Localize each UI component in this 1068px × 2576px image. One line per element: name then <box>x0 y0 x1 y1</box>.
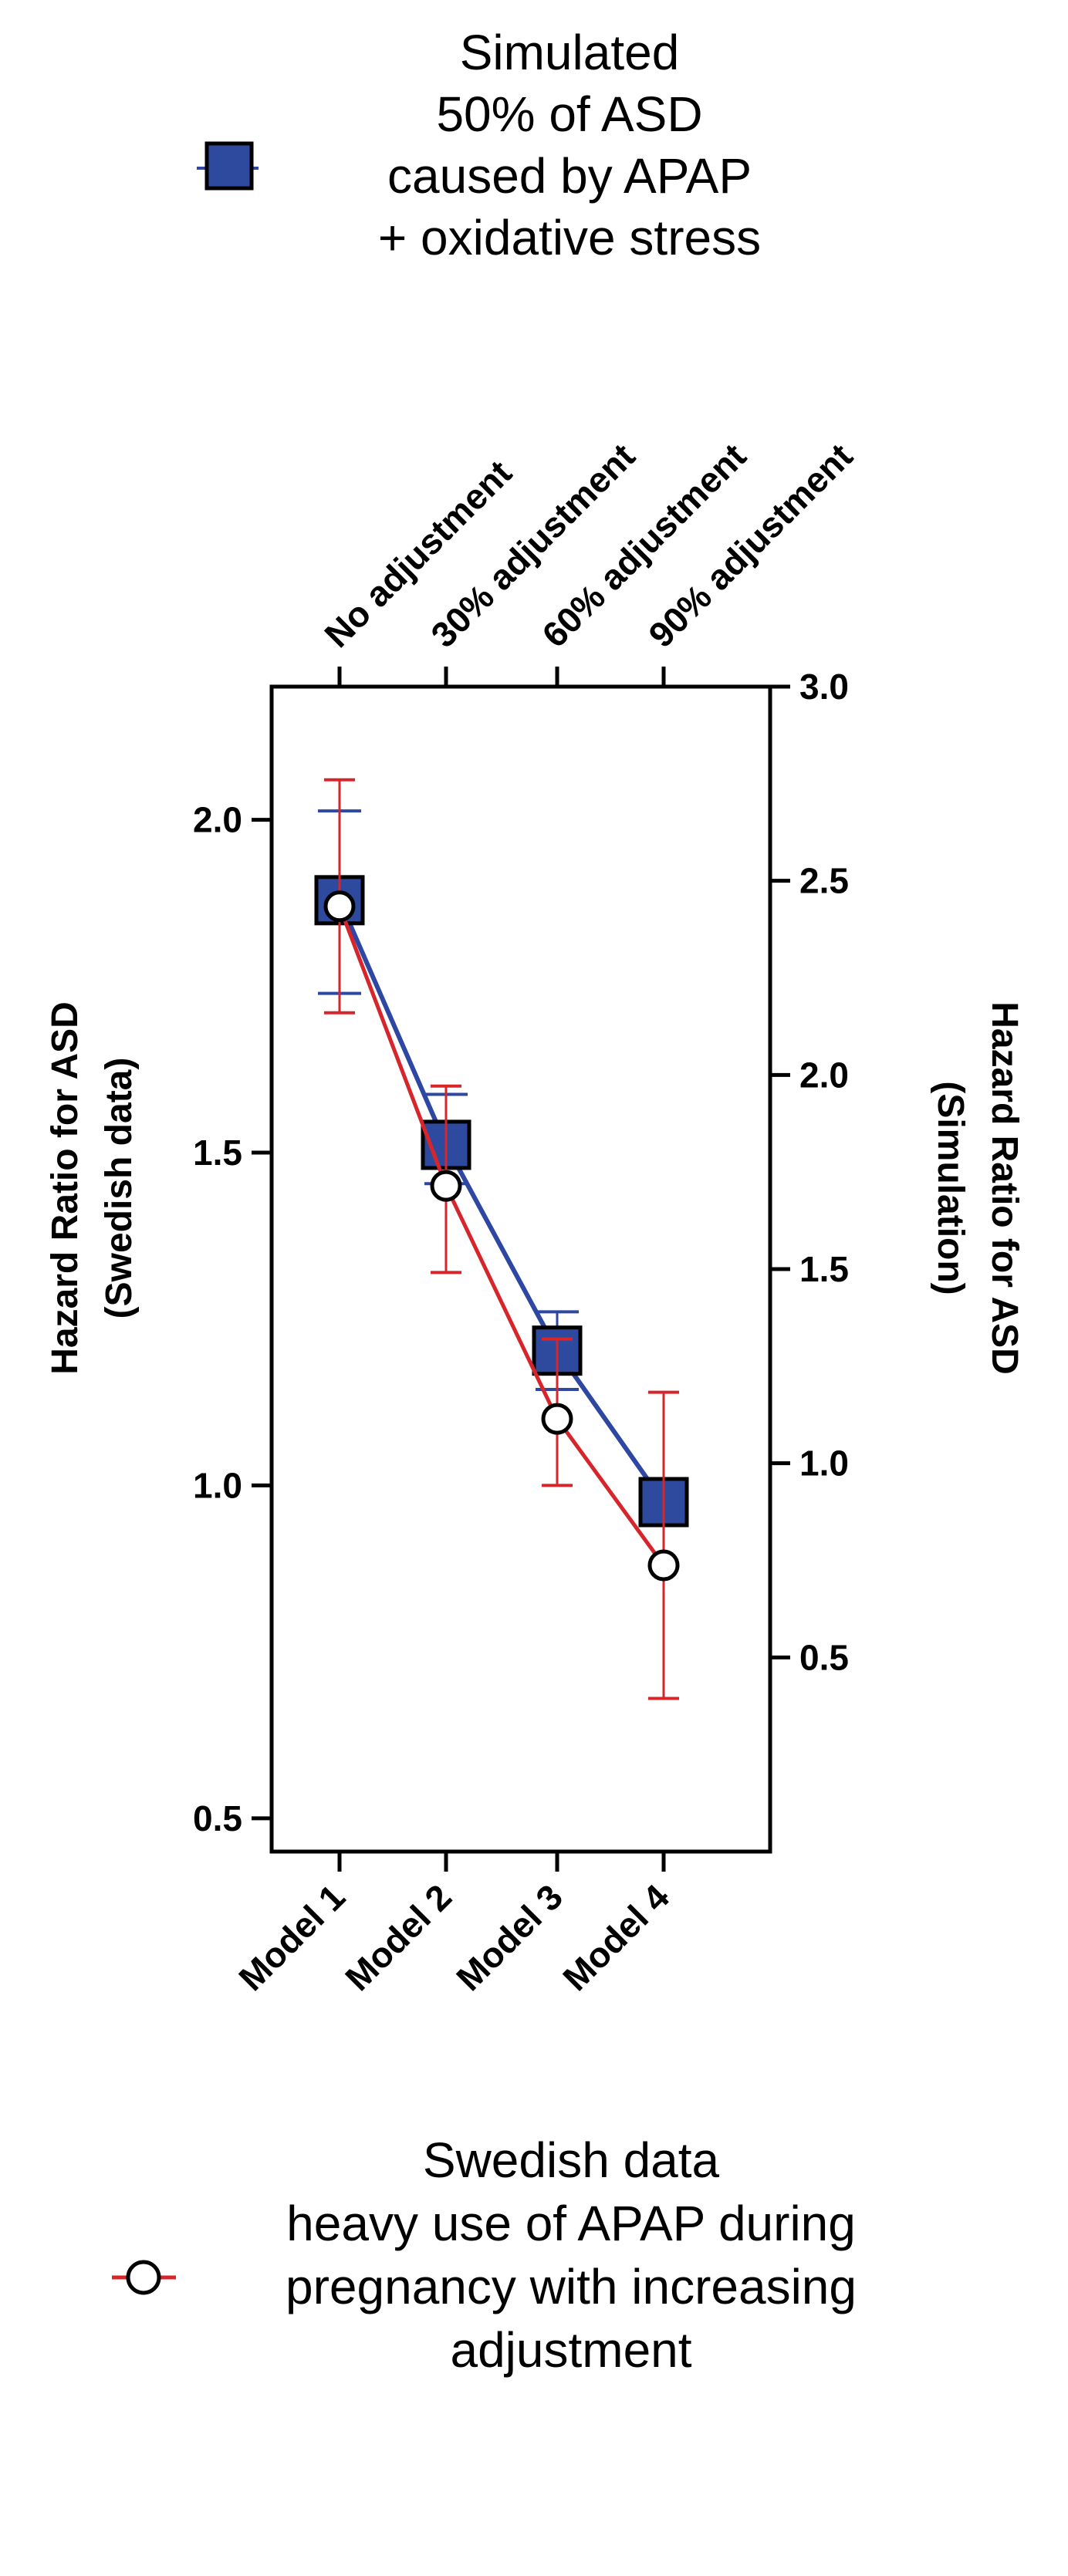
legend-swedish-marker <box>126 2260 161 2295</box>
legend-simulated: Simulated 50% of ASD caused by APAP + ox… <box>197 25 761 265</box>
data-point-circle <box>430 1170 462 1202</box>
right-axis-title-line-1: Hazard Ratio for ASD <box>984 1001 1025 1375</box>
series-simulated <box>314 809 689 1528</box>
legend-simulated-line-2: 50% of ASD <box>436 86 702 142</box>
left-axis-title: Hazard Ratio for ASD (Swedish data) <box>45 1001 140 1375</box>
left-axis-title-line-2: (Swedish data) <box>99 1058 140 1319</box>
left-axis-tick-label: 2.0 <box>193 800 242 840</box>
legend-swedish-line-4: adjustment <box>450 2322 691 2378</box>
top-category-label-1: No adjustment <box>316 452 519 655</box>
data-point-circle <box>323 890 356 923</box>
right-axis-tick-label: 1.5 <box>799 1249 849 1289</box>
x-category-label-2: Model 2 <box>337 1876 459 1998</box>
top-category-label-2: 30% adjustment <box>423 436 642 655</box>
right-axis-tick-label: 2.0 <box>799 1055 849 1095</box>
top-category-label-4: 90% adjustment <box>640 436 860 655</box>
legend-simulated-line-1: Simulated <box>460 25 680 80</box>
x-category-label-3: Model 3 <box>448 1876 570 1998</box>
category-ticks <box>337 667 666 1872</box>
right-axis-tick-label: 2.5 <box>799 861 849 901</box>
plot-border <box>269 684 772 1854</box>
legend-swedish-line-3: pregnancy with increasing <box>286 2259 857 2314</box>
right-axis-title-line-2: (Simulation) <box>930 1081 971 1295</box>
right-axis-tick-label: 0.5 <box>799 1637 849 1677</box>
legend-simulated-line-3: caused by APAP <box>387 148 752 204</box>
right-axis: 0.5 1.0 1.5 2.0 2.5 3.0 <box>770 667 849 1677</box>
legend-simulated-line-4: + oxidative stress <box>378 210 761 265</box>
legend-swedish-line-1: Swedish data <box>423 2132 720 2188</box>
series-swedish <box>323 778 680 1700</box>
left-axis: 0.5 1.0 1.5 2.0 <box>193 800 272 1838</box>
top-category-labels: No adjustment 30% adjustment 60% adjustm… <box>316 436 860 655</box>
right-axis-tick-label: 3.0 <box>799 667 849 707</box>
left-axis-tick-label: 0.5 <box>193 1798 242 1838</box>
plot-frame <box>269 684 772 1854</box>
legend-simulated-marker <box>204 141 254 191</box>
right-axis-title: Hazard Ratio for ASD (Simulation) <box>930 1001 1025 1375</box>
right-axis-tick-label: 1.0 <box>799 1443 849 1484</box>
left-axis-tick-label: 1.5 <box>193 1133 242 1173</box>
legend-swedish-line-2: heavy use of APAP during <box>286 2196 856 2251</box>
bottom-category-labels: Model 1 Model 2 Model 3 Model 4 <box>231 1876 677 1998</box>
top-category-label-3: 60% adjustment <box>534 436 753 655</box>
legend-swedish: Swedish data heavy use of APAP during pr… <box>112 2132 857 2378</box>
series-line <box>337 905 666 1567</box>
x-category-label-4: Model 4 <box>555 1876 677 1998</box>
left-axis-tick-label: 1.0 <box>193 1465 242 1505</box>
data-point-circle <box>647 1549 680 1582</box>
series-line <box>337 899 666 1504</box>
x-category-label-1: Model 1 <box>231 1876 353 1998</box>
data-point-circle <box>541 1403 573 1435</box>
left-axis-title-line-1: Hazard Ratio for ASD <box>45 1001 86 1375</box>
